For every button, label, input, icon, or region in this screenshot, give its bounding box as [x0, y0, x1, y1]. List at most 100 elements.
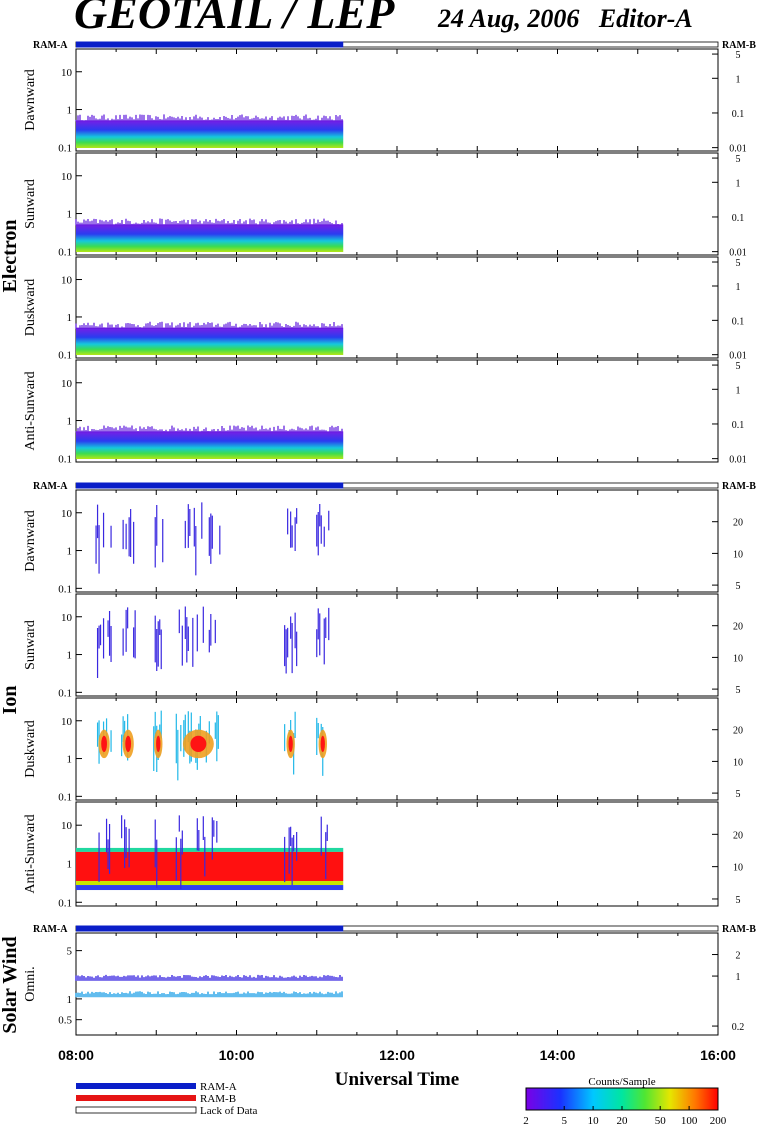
group-label: Solar Wind: [0, 936, 21, 1033]
ion-burst-core: [156, 735, 161, 753]
right-tick-label: 5: [736, 258, 741, 269]
panel-label: Duskward: [23, 279, 38, 337]
right-tick-label: 1: [736, 282, 741, 293]
colorbar-title: Counts/Sample: [588, 1076, 655, 1088]
right-tick-label: 0.01: [729, 144, 747, 155]
right-tick-label: 0.01: [729, 248, 747, 259]
panel: Dawnward 10 1 0.1 5 1 0.1 0.01: [23, 48, 747, 155]
x-tick-label: 10:00: [219, 1047, 255, 1063]
right-tick-label: 0.01: [729, 455, 747, 466]
right-tick-label: 1: [736, 385, 741, 396]
left-tick-label: 1: [67, 754, 73, 766]
ram-right-label: RAM-B: [722, 924, 756, 935]
ram-a-bar: [76, 925, 344, 932]
panel-label: Dawnward: [23, 510, 38, 571]
legend-label: RAM-B: [200, 1093, 236, 1105]
left-tick-label: 0.1: [58, 897, 72, 909]
ion-burst: [284, 612, 298, 674]
ion-burst-core: [125, 735, 132, 753]
right-tick-label: 1: [736, 178, 741, 189]
left-tick-label: 0.1: [58, 583, 72, 595]
electron-fringe: [75, 425, 343, 433]
ion-burst: [184, 502, 221, 576]
right-tick-label: 5: [736, 361, 741, 372]
legend-swatch: [76, 1095, 196, 1101]
ion-burst-core: [288, 735, 293, 753]
right-tick-label: 1: [736, 74, 741, 85]
plot-title: GEOTAIL / LEP: [74, 0, 395, 38]
right-tick-label: 5: [736, 154, 741, 165]
panel: Duskward 10 1 0.1 20 10 5: [23, 697, 743, 803]
ion-burst: [122, 607, 136, 659]
ion-burst: [95, 504, 112, 574]
ram-left-label: RAM-A: [33, 924, 68, 935]
plot-editor: Editor-A: [598, 4, 693, 33]
left-tick-label: 10: [61, 820, 73, 832]
right-tick-label: 10: [733, 653, 743, 664]
left-tick-label: 5: [67, 946, 73, 958]
right-tick-label: 0.01: [729, 351, 747, 362]
left-tick-label: 1: [67, 312, 73, 324]
ion-band-edge: [76, 881, 344, 886]
ram-right-label: RAM-B: [722, 40, 756, 51]
ion-burst: [122, 508, 135, 564]
ion-burst-core: [101, 735, 107, 753]
solar-wind-band: [75, 974, 343, 981]
ion-burst: [98, 818, 111, 882]
ram-right-label: RAM-B: [722, 481, 756, 492]
panel-label: Sunward: [23, 179, 38, 229]
panel: Anti-Sunward 10 1 0.1 5 1 0.1 0.01: [23, 359, 747, 466]
left-tick-label: 1: [67, 105, 73, 117]
ion-band-core: [76, 851, 344, 882]
ion-burst: [121, 714, 129, 761]
electron-band: [76, 224, 344, 252]
x-tick-label: 12:00: [379, 1047, 415, 1063]
right-tick-label: 10: [733, 549, 743, 560]
group-label: Ion: [0, 686, 21, 715]
ion-burst: [320, 816, 328, 880]
electron-band: [76, 120, 344, 148]
right-tick-label: 0.1: [732, 109, 745, 120]
colorbar-tick-label: 200: [710, 1115, 727, 1127]
ion-burst-core: [320, 735, 325, 753]
right-tick-label: 20: [733, 830, 743, 841]
right-tick-label: 5: [736, 895, 741, 906]
ram-left-label: RAM-A: [33, 481, 68, 492]
left-tick-label: 1: [67, 859, 73, 871]
left-tick-label: 10: [61, 67, 73, 79]
panel-label: Dawnward: [23, 69, 38, 130]
left-tick-label: 10: [61, 378, 73, 390]
ion-burst: [96, 611, 112, 678]
ion-band-edge: [76, 885, 344, 891]
ion-band-edge: [76, 847, 344, 852]
ion-burst: [316, 717, 324, 776]
right-tick-label: 20: [733, 622, 743, 633]
date-editor-line: 24 Aug, 2006 Editor-A: [438, 4, 693, 34]
legend-label: Lack of Data: [200, 1105, 258, 1117]
electron-fringe: [75, 321, 343, 329]
right-tick-label: 10: [733, 863, 743, 874]
left-tick-label: 1: [67, 416, 73, 428]
ram-a-bar: [76, 482, 344, 489]
left-tick-label: 1: [67, 546, 73, 558]
panel-label: Anti-Sunward: [23, 814, 38, 893]
electron-band: [76, 431, 344, 459]
legend-swatch: [76, 1083, 196, 1089]
panel-frame: [75, 489, 719, 593]
ion-burst: [121, 815, 130, 868]
panel: Anti-Sunward 10 1 0.1 20 10 5: [23, 801, 743, 909]
ion-burst: [178, 606, 216, 667]
panel: Sunward 10 1 0.1 5 1 0.1 0.01: [23, 152, 747, 259]
right-tick-label: 20: [733, 518, 743, 529]
x-axis-label: Universal Time: [335, 1069, 459, 1090]
ion-burst: [316, 504, 330, 556]
panel-label: Duskward: [23, 720, 38, 778]
ion-burst: [316, 607, 330, 665]
colorbar-tick-label: 10: [588, 1115, 600, 1127]
colorbar-tick-label: 20: [617, 1115, 629, 1127]
right-tick-label: 5: [736, 685, 741, 696]
left-tick-label: 0.1: [58, 687, 72, 699]
electron-fringe: [75, 218, 343, 226]
ion-burst: [154, 615, 162, 671]
left-tick-label: 10: [61, 612, 73, 624]
